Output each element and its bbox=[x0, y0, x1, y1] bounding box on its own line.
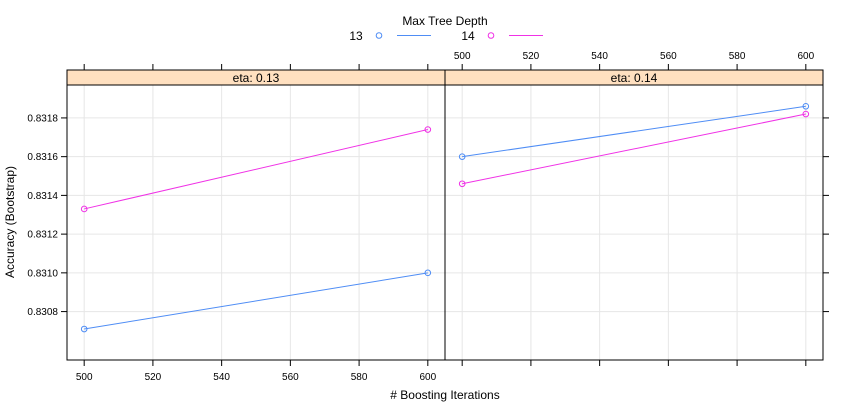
x-tick-label: 560 bbox=[282, 372, 299, 383]
data-point-14 bbox=[458, 180, 466, 188]
series-line-13 bbox=[84, 272, 428, 330]
x-tick-label: 540 bbox=[213, 372, 230, 383]
data-point-14 bbox=[802, 110, 810, 118]
data-point-13 bbox=[802, 103, 810, 110]
legend-title: Max Tree Depth bbox=[402, 14, 487, 28]
x-tick-label: 580 bbox=[351, 372, 368, 383]
x-tick-label: 580 bbox=[729, 51, 746, 62]
x-tick-label: 500 bbox=[76, 372, 93, 383]
x-tick-label: 600 bbox=[797, 51, 814, 62]
y-tick-label: 0.8310 bbox=[27, 268, 58, 279]
legend-entry-label: 14 bbox=[461, 29, 475, 43]
data-point-14 bbox=[424, 126, 432, 133]
series-line-14 bbox=[462, 113, 806, 185]
plot-area: eta: 0.13 500 520 540 560 580 600 eta: 0.14 500 5… bbox=[27, 51, 829, 383]
panel-strip-label: eta: 0.14 bbox=[611, 71, 658, 85]
panel-border bbox=[444, 84, 824, 361]
legend-marker bbox=[487, 32, 495, 39]
panel-strip-label: eta: 0.13 bbox=[233, 71, 280, 85]
x-tick-label: 540 bbox=[591, 51, 608, 62]
series-line-13 bbox=[462, 105, 806, 158]
legend: Max Tree Depth 13 14 bbox=[349, 14, 543, 43]
y-axis-label: Accuracy (Bootstrap) bbox=[3, 166, 17, 278]
legend-entry-label: 13 bbox=[349, 29, 363, 43]
legend-marker bbox=[375, 32, 383, 39]
y-tick-label: 0.8314 bbox=[27, 191, 58, 202]
data-point-13 bbox=[80, 325, 88, 333]
series-line-14 bbox=[84, 129, 428, 210]
data-point-13 bbox=[458, 153, 466, 160]
data-point-14 bbox=[80, 205, 88, 213]
y-tick-label: 0.8316 bbox=[27, 152, 58, 163]
x-tick-label: 520 bbox=[145, 372, 162, 383]
x-tick-label: 500 bbox=[454, 51, 471, 62]
panel-border bbox=[66, 84, 446, 361]
x-tick-label: 520 bbox=[523, 51, 540, 62]
y-tick-label: 0.8318 bbox=[27, 113, 58, 124]
y-tick-label: 0.8312 bbox=[27, 230, 58, 241]
x-axis-label: # Boosting Iterations bbox=[390, 388, 499, 402]
y-tick-label: 0.8308 bbox=[27, 307, 58, 318]
x-tick-label: 600 bbox=[419, 372, 436, 383]
x-tick-label: 560 bbox=[660, 51, 677, 62]
data-point-13 bbox=[424, 269, 432, 277]
